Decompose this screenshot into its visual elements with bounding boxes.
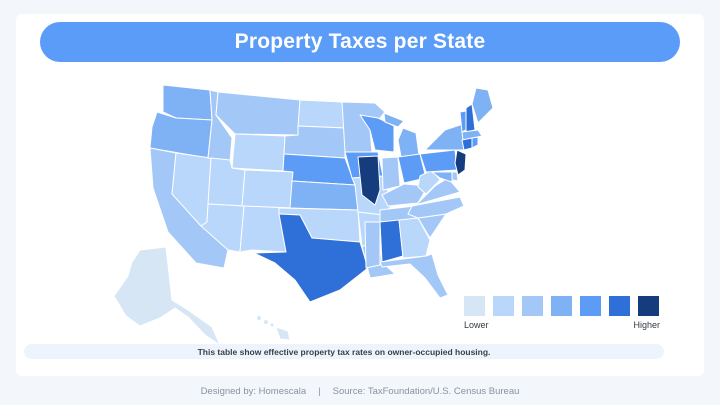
state-HI[interactable] [256, 315, 291, 341]
footer: Designed by: Homescala | Source: TaxFoun… [0, 384, 720, 398]
legend: Lower Higher [464, 296, 660, 332]
state-PA[interactable] [419, 149, 458, 173]
state-NC[interactable] [407, 196, 465, 219]
state-IN[interactable] [381, 156, 401, 191]
legend-swatch-6 [609, 296, 630, 316]
state-ME[interactable] [471, 87, 494, 124]
state-KY[interactable] [381, 183, 429, 207]
legend-high-label: Higher [633, 320, 660, 330]
legend-swatch-1 [464, 296, 485, 316]
state-WY[interactable] [231, 133, 286, 172]
legend-swatch-3 [522, 296, 543, 316]
state-DE[interactable] [451, 171, 459, 182]
state-TX[interactable] [253, 213, 369, 303]
state-WA[interactable] [162, 84, 213, 121]
state-FL[interactable] [379, 253, 449, 299]
note-bar: This table show effective property tax r… [24, 344, 664, 359]
note-text: This table show effective property tax r… [197, 346, 491, 357]
state-ND[interactable] [297, 99, 346, 129]
state-AK[interactable] [113, 246, 221, 346]
state-MA[interactable] [461, 129, 483, 141]
state-NJ[interactable] [454, 149, 467, 176]
state-MT[interactable] [215, 91, 301, 136]
state-IL[interactable] [357, 155, 381, 206]
page-title: Property Taxes per State [234, 30, 486, 53]
footer-separator: | [318, 385, 321, 397]
footer-source: Source: TaxFoundation/U.S. Census Bureau [332, 385, 520, 397]
state-RI[interactable] [471, 136, 479, 149]
state-MD[interactable] [431, 171, 453, 183]
legend-swatches [464, 296, 660, 316]
legend-low-label: Lower [464, 320, 489, 330]
legend-swatch-5 [580, 296, 601, 316]
title-bar: Property Taxes per State [40, 22, 680, 62]
state-CT[interactable] [461, 137, 473, 151]
state-WI[interactable] [359, 114, 395, 153]
footer-designer: Designed by: Homescala [200, 385, 307, 397]
state-GA[interactable] [398, 217, 431, 259]
legend-swatch-4 [551, 296, 572, 316]
state-NE[interactable] [282, 153, 356, 186]
state-KS[interactable] [289, 180, 359, 211]
legend-swatch-7 [638, 296, 659, 316]
state-VA[interactable] [411, 177, 461, 207]
legend-swatch-2 [493, 296, 514, 316]
state-CO[interactable] [241, 169, 296, 209]
state-MS[interactable] [364, 221, 381, 269]
